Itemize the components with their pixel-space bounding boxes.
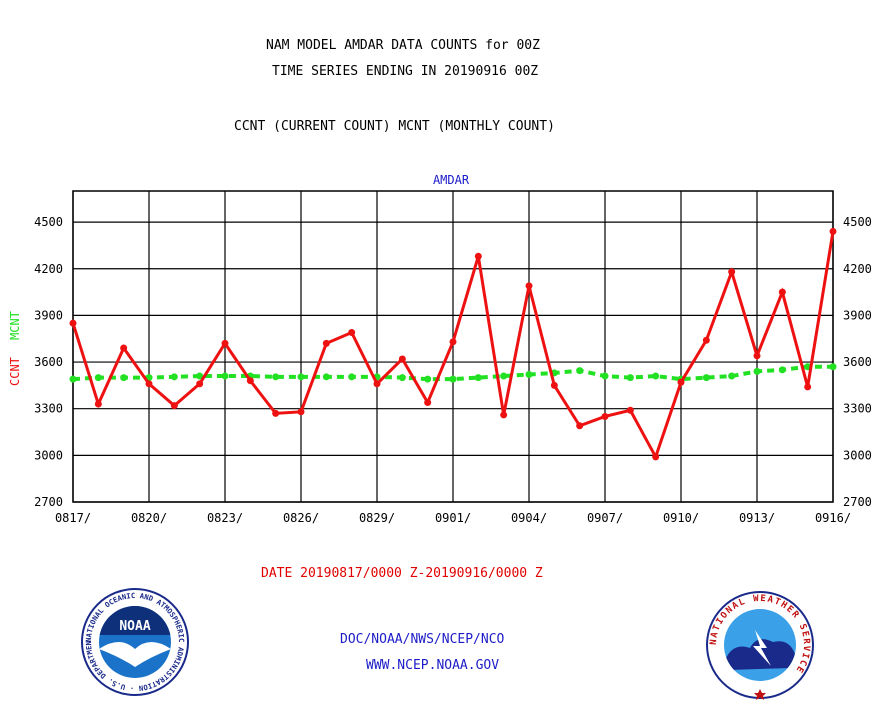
grid <box>72 190 834 503</box>
data-point-mcnt <box>652 372 660 380</box>
data-point-ccnt <box>804 383 812 391</box>
data-point-ccnt <box>297 408 305 416</box>
title-line-2: TIME SERIES ENDING IN 20190916 00Z <box>272 64 539 79</box>
data-point-mcnt <box>500 372 508 380</box>
noaa-logo-text: NOAA <box>119 619 150 634</box>
data-point-ccnt <box>373 380 381 388</box>
data-point-mcnt <box>348 373 356 381</box>
data-point-mcnt <box>626 374 634 382</box>
y-tick-label-left: 3000 <box>34 448 63 462</box>
data-point-ccnt <box>449 338 457 346</box>
data-point-ccnt <box>424 398 432 406</box>
data-point-mcnt <box>449 375 457 383</box>
y-tick-label-right: 3300 <box>843 402 872 416</box>
data-point-ccnt <box>677 378 685 386</box>
data-point-ccnt <box>474 252 482 260</box>
y-tick-label-left: 3300 <box>34 402 63 416</box>
x-tick-label: 0910/ <box>663 511 699 525</box>
data-point-mcnt <box>221 372 229 380</box>
y-tick-label-left: 2700 <box>34 495 63 509</box>
data-point-mcnt <box>702 374 710 382</box>
data-point-mcnt <box>272 373 280 381</box>
y-tick-label-left: 3600 <box>34 355 63 369</box>
data-point-mcnt <box>601 372 609 380</box>
series <box>69 227 837 461</box>
title-line-3: CCNT (CURRENT COUNT) MCNT (MONTHLY COUNT… <box>234 119 555 134</box>
x-tick-label: 0913/ <box>739 511 775 525</box>
x-tick-label: 0904/ <box>511 511 547 525</box>
data-point-ccnt <box>170 402 178 410</box>
title-line-1: NAM MODEL AMDAR DATA COUNTS for 00Z <box>266 38 540 53</box>
data-point-mcnt <box>196 372 204 380</box>
data-point-mcnt <box>120 374 128 382</box>
y-tick-label-right: 3000 <box>843 448 872 462</box>
x-tick-label: 0823/ <box>207 511 243 525</box>
data-point-ccnt <box>550 381 558 389</box>
tick-labels: 2700 2700 3000 3000 3300 3300 3600 3600 3900 3900… <box>34 215 872 525</box>
x-tick-label: 0817/ <box>55 511 91 525</box>
data-point-ccnt <box>94 400 102 408</box>
data-point-ccnt <box>500 411 508 419</box>
y-axis-label-mcnt: MCNT <box>8 311 22 340</box>
x-tick-label: 0901/ <box>435 511 471 525</box>
org-line: DOC/NOAA/NWS/NCEP/NCO <box>340 632 505 647</box>
data-point-ccnt <box>196 380 204 388</box>
y-tick-label-right: 2700 <box>843 495 872 509</box>
data-point-mcnt <box>753 367 761 375</box>
data-point-mcnt <box>424 375 432 383</box>
data-point-ccnt <box>272 409 280 417</box>
data-point-mcnt <box>576 367 584 375</box>
x-tick-label: 0826/ <box>283 511 319 525</box>
data-point-ccnt <box>778 288 786 296</box>
data-point-ccnt <box>652 453 660 461</box>
x-tick-label: 0907/ <box>587 511 623 525</box>
data-point-ccnt <box>246 377 254 385</box>
url-link[interactable]: WWW.NCEP.NOAA.GOV <box>366 658 500 673</box>
data-point-ccnt <box>120 344 128 352</box>
data-point-ccnt <box>728 268 736 276</box>
data-point-ccnt <box>576 422 584 430</box>
date-range: DATE 20190817/0000 Z-20190916/0000 Z <box>261 566 543 581</box>
data-point-ccnt <box>145 380 153 388</box>
y-tick-label-right: 4200 <box>843 262 872 276</box>
data-point-ccnt <box>221 339 229 347</box>
amdar-chart: 2700 2700 3000 3000 3300 3300 3600 3600 3900 3900… <box>8 173 872 525</box>
data-point-mcnt <box>398 374 406 382</box>
y-tick-label-right: 4500 <box>843 215 872 229</box>
data-point-mcnt <box>69 375 77 383</box>
data-point-ccnt <box>829 227 837 235</box>
data-point-mcnt <box>170 373 178 381</box>
data-point-mcnt <box>94 374 102 382</box>
data-point-mcnt <box>297 373 305 381</box>
x-tick-label: 0829/ <box>359 511 395 525</box>
y-tick-label-left: 4500 <box>34 215 63 229</box>
x-tick-label: 0820/ <box>131 511 167 525</box>
data-point-mcnt <box>474 374 482 382</box>
data-point-ccnt <box>702 336 710 344</box>
data-point-ccnt <box>322 339 330 347</box>
data-point-mcnt <box>322 373 330 381</box>
data-point-ccnt <box>348 329 356 337</box>
data-point-ccnt <box>69 319 77 327</box>
data-point-ccnt <box>626 406 634 414</box>
noaa-logo: NATIONAL OCEANIC AND ATMOSPHERIC ADMINIS… <box>80 587 189 696</box>
plot-title: AMDAR <box>433 173 470 187</box>
data-point-ccnt <box>753 352 761 360</box>
nws-logo: NATIONAL WEATHER SERVICE <box>706 591 814 700</box>
data-point-ccnt <box>601 412 609 420</box>
y-tick-label-left: 4200 <box>34 262 63 276</box>
y-tick-label-right: 3900 <box>843 308 872 322</box>
y-axis-label-ccnt: CCNT <box>8 357 22 386</box>
data-point-mcnt <box>728 372 736 380</box>
data-point-ccnt <box>525 282 533 290</box>
data-point-mcnt <box>829 363 837 371</box>
y-tick-label-left: 3900 <box>34 308 63 322</box>
data-point-ccnt <box>398 355 406 363</box>
y-tick-label-right: 3600 <box>843 355 872 369</box>
data-point-mcnt <box>778 366 786 374</box>
x-tick-label: 0916/ <box>815 511 851 525</box>
data-point-mcnt <box>525 370 533 378</box>
